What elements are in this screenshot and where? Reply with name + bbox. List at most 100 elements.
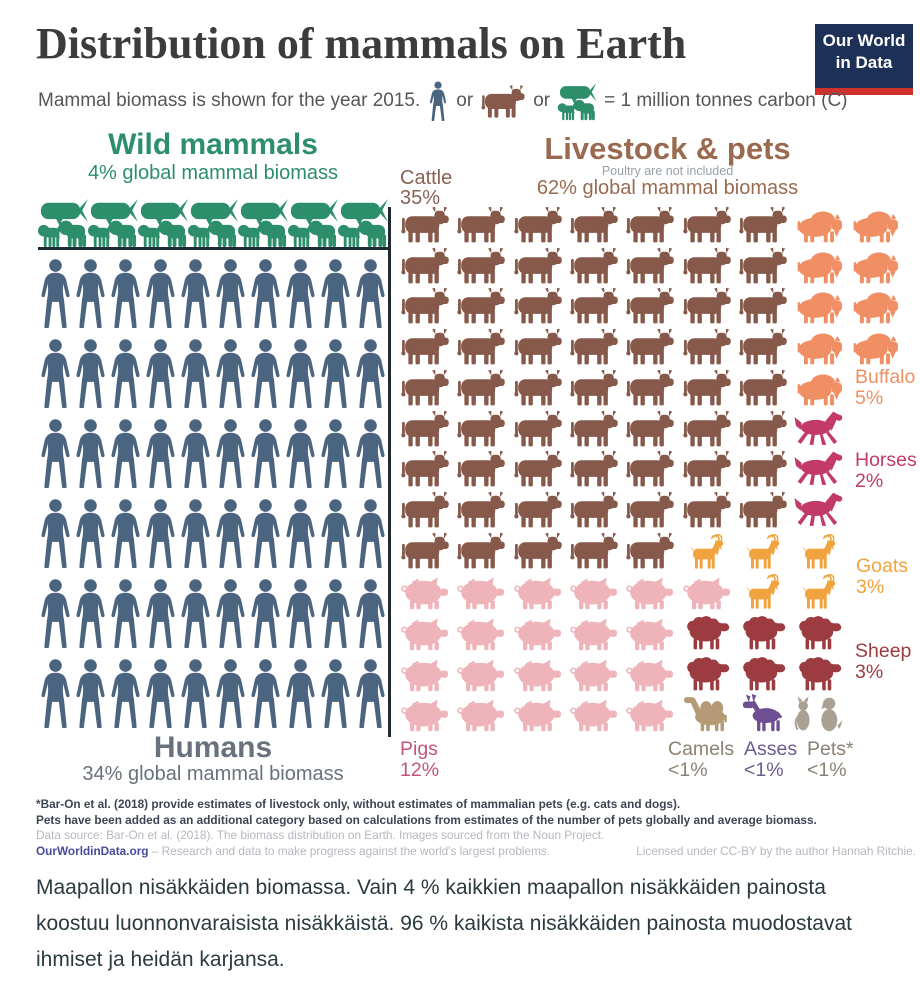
human-icon: [353, 411, 388, 491]
sheep-label: Sheep 3%: [855, 640, 912, 683]
horse-icon: [792, 491, 846, 529]
buffalo-icon: [848, 206, 902, 244]
human-icon: [248, 571, 283, 651]
cow-icon: [511, 328, 565, 366]
human-icon: [353, 571, 388, 651]
human-icon: [353, 651, 388, 731]
cow-icon: [623, 491, 677, 529]
camel-icon: [680, 694, 734, 732]
wild-mammal-group-icon: [88, 194, 138, 248]
sheep-icon: [680, 613, 734, 651]
cow-icon: [736, 491, 790, 529]
cow-icon: [454, 450, 508, 488]
goat-icon: [736, 572, 790, 610]
footer: *Bar-On et al. (2018) provide estimates …: [36, 797, 916, 859]
pig-icon: [454, 613, 508, 651]
cow-icon: [511, 206, 565, 244]
goat-icon: [792, 532, 846, 570]
owid-logo-red-bar: [815, 88, 913, 95]
cow-icon: [454, 206, 508, 244]
cow-icon: [454, 491, 508, 529]
pig-icon: [511, 694, 565, 732]
human-icon: [318, 491, 353, 571]
human-icon: [248, 331, 283, 411]
pig-icon: [454, 694, 508, 732]
human-icon: [143, 571, 178, 651]
sheep-icon: [736, 654, 790, 692]
cow-icon: [623, 328, 677, 366]
cow-icon: [567, 491, 621, 529]
pets-icon: [792, 694, 846, 732]
buffalo-label: Buffalo 5%: [855, 366, 916, 409]
cow-icon: [398, 491, 452, 529]
humans-share: 34% global mammal biomass: [82, 763, 344, 785]
wild-mammal-group-icon: [38, 194, 88, 248]
wild-mammals-share: 4% global mammal biomass: [87, 162, 339, 184]
cow-icon: [454, 369, 508, 407]
human-icon: [178, 251, 213, 331]
cow-icon: [398, 247, 452, 285]
cow-icon: [736, 450, 790, 488]
pigs-label: Pigs 12%: [400, 738, 440, 781]
human-icon: [108, 411, 143, 491]
human-icon: [108, 331, 143, 411]
human-icon: [73, 251, 108, 331]
owid-link[interactable]: OurWorldinData.org: [36, 843, 149, 858]
pig-icon: [623, 694, 677, 732]
cow-icon: [511, 287, 565, 325]
human-icon: [108, 571, 143, 651]
human-icon: [353, 491, 388, 571]
cow-icon: [736, 328, 790, 366]
human-icon: [38, 251, 73, 331]
page-title: Distribution of mammals on Earth: [36, 19, 687, 68]
cow-icon: [680, 410, 734, 448]
subtitle: Mammal biomass is shown for the year 201…: [38, 80, 848, 122]
footnote-1: *Bar-On et al. (2018) provide estimates …: [36, 797, 681, 811]
human-icon: [38, 331, 73, 411]
wild-mammal-group-icon: [238, 194, 288, 248]
human-icon: [318, 651, 353, 731]
cow-icon: [623, 206, 677, 244]
cow-icon: [511, 247, 565, 285]
cow-icon: [398, 369, 452, 407]
pig-icon: [623, 654, 677, 692]
human-icon: [38, 571, 73, 651]
cow-icon: [736, 369, 790, 407]
buffalo-icon: [792, 287, 846, 325]
human-icon: [213, 491, 248, 571]
human-icon: [318, 411, 353, 491]
divider-horizontal: [38, 247, 390, 250]
human-icon: [283, 331, 318, 411]
livestock-share: 62% global mammal biomass: [536, 177, 799, 199]
cow-icon: [454, 410, 508, 448]
cow-icon: [736, 206, 790, 244]
pig-icon: [623, 572, 677, 610]
pig-icon: [454, 572, 508, 610]
asses-label: Asses <1%: [744, 738, 798, 781]
pig-icon: [511, 613, 565, 651]
cow-icon: [680, 491, 734, 529]
human-icon: [178, 651, 213, 731]
pig-icon: [398, 572, 452, 610]
license-text: Licensed under CC-BY by the author Hanna…: [636, 843, 916, 858]
cow-icon: [398, 328, 452, 366]
unit-definition-text: = 1 million tonnes carbon (C): [604, 90, 848, 111]
human-icon: [178, 571, 213, 651]
cow-icon: [511, 410, 565, 448]
footnote-2: Pets have been added as an additional ca…: [36, 812, 817, 827]
cow-icon: [398, 206, 452, 244]
buffalo-icon: [792, 328, 846, 366]
pig-icon: [398, 613, 452, 651]
humans-grid: [38, 251, 388, 731]
cow-icon: [623, 532, 677, 570]
cow-icon: [680, 247, 734, 285]
owid-logo-text: Our World in Data: [822, 31, 906, 72]
cow-icon: [736, 287, 790, 325]
divider-vertical: [388, 207, 391, 737]
human-icon: [353, 251, 388, 331]
sheep-icon: [680, 654, 734, 692]
owid-logo: Our World in Data: [815, 24, 913, 95]
human-icon: [143, 411, 178, 491]
human-icon: [38, 411, 73, 491]
human-icon: [73, 571, 108, 651]
